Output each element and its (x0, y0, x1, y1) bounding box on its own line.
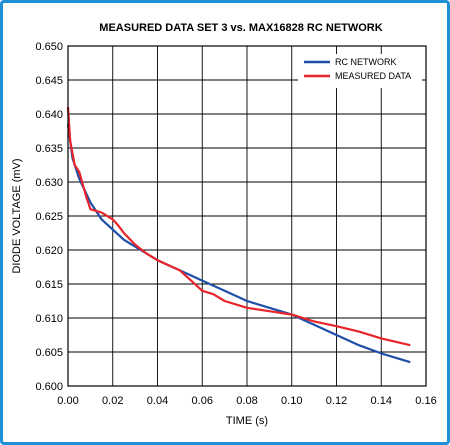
x-tick-label: 0.02 (102, 395, 123, 407)
x-tick-label: 0.12 (326, 395, 347, 407)
legend-label-rc-network: RC NETWORK (335, 57, 397, 67)
y-tick-label: 0.610 (35, 313, 63, 325)
x-tick-label: 0.14 (371, 395, 392, 407)
y-tick-label: 0.625 (35, 211, 63, 223)
x-tick-label: 0.08 (236, 395, 257, 407)
y-tick-labels: 0.600 0.605 0.610 0.615 0.620 0.625 0.630 0.635… (35, 41, 63, 393)
x-tick-label: 0.16 (415, 395, 436, 407)
x-tick-label: 0.04 (147, 395, 168, 407)
y-tick-label: 0.640 (35, 109, 63, 121)
y-tick-label: 0.650 (35, 41, 63, 53)
y-tick-label: 0.600 (35, 381, 63, 393)
x-tick-label: 0.10 (281, 395, 302, 407)
x-tick-labels: 0.00 0.02 0.04 0.06 0.08 0.10 0.12 0.14 0.16 (57, 395, 436, 407)
y-tick-label: 0.630 (35, 177, 63, 189)
series-line-rc-network (66, 124, 411, 364)
legend-label-measured-data: MEASURED DATA (335, 71, 411, 81)
y-tick-label: 0.645 (35, 75, 63, 87)
x-tick-label: 0.00 (57, 395, 78, 407)
chart-title: MEASURED DATA SET 3 vs. MAX16828 RC NETW… (99, 22, 382, 34)
y-tick-label: 0.605 (35, 347, 63, 359)
grid-lines (68, 46, 426, 386)
legend-box (298, 54, 422, 88)
y-tick-label: 0.615 (35, 279, 63, 291)
plot-border (67, 45, 427, 387)
series-line-measured-data (66, 107, 411, 347)
y-axis-label: DIODE VOLTAGE (mV) (11, 158, 23, 273)
x-axis-label: TIME (s) (226, 415, 268, 427)
y-tick-label: 0.620 (35, 245, 63, 257)
legend: RC NETWORK MEASURED DATA (298, 54, 422, 88)
x-tick-label: 0.06 (192, 395, 213, 407)
series-lines (66, 107, 411, 364)
y-tick-label: 0.635 (35, 143, 63, 155)
